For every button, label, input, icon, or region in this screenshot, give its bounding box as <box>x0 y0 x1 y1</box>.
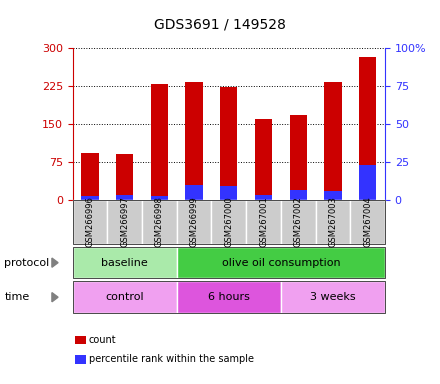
Bar <box>255 119 272 200</box>
Bar <box>220 186 238 200</box>
Bar <box>290 115 307 200</box>
Text: 6 hours: 6 hours <box>208 292 250 302</box>
Text: GSM267004: GSM267004 <box>363 196 372 247</box>
Bar <box>81 153 99 200</box>
Bar <box>151 195 168 200</box>
Text: olive oil consumption: olive oil consumption <box>222 258 340 268</box>
Text: control: control <box>105 292 144 302</box>
Bar <box>255 195 272 200</box>
Text: GSM266998: GSM266998 <box>155 196 164 247</box>
Bar <box>359 56 376 200</box>
Text: GSM267000: GSM267000 <box>224 196 233 247</box>
Text: time: time <box>4 292 29 302</box>
Bar <box>185 185 203 200</box>
Bar <box>324 82 341 200</box>
Text: GSM266996: GSM266996 <box>85 196 95 247</box>
Text: GSM267003: GSM267003 <box>328 196 337 247</box>
Text: GSM266999: GSM266999 <box>190 196 198 247</box>
Text: percentile rank within the sample: percentile rank within the sample <box>89 354 254 364</box>
Text: baseline: baseline <box>101 258 148 268</box>
Bar <box>359 165 376 200</box>
Bar <box>290 190 307 200</box>
Bar <box>185 83 203 200</box>
Bar <box>151 84 168 200</box>
Bar <box>81 195 99 200</box>
Text: 3 weeks: 3 weeks <box>310 292 356 302</box>
Text: protocol: protocol <box>4 258 50 268</box>
Bar <box>220 88 238 200</box>
Text: GSM267001: GSM267001 <box>259 196 268 247</box>
Bar <box>116 195 133 200</box>
Text: GSM266997: GSM266997 <box>120 196 129 247</box>
Text: GDS3691 / 149528: GDS3691 / 149528 <box>154 17 286 31</box>
Text: count: count <box>89 335 117 345</box>
Text: GSM267002: GSM267002 <box>294 196 303 247</box>
Bar <box>324 190 341 200</box>
Bar <box>116 154 133 200</box>
